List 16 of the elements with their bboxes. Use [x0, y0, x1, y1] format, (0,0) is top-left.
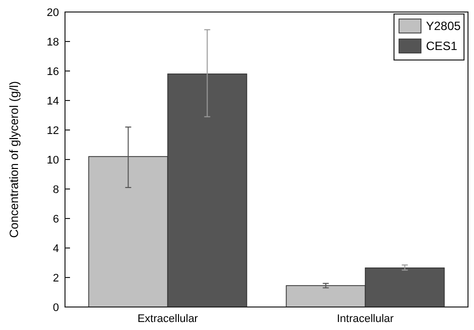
y-tick-label: 8	[52, 184, 59, 196]
y-tick-label: 16	[46, 66, 59, 78]
legend-label: CES1	[426, 39, 458, 54]
y-tick-label: 2	[52, 272, 59, 284]
y-tick-label: 12	[46, 124, 59, 137]
y-tick-label: 0	[52, 302, 59, 314]
y-tick-label: 20	[46, 6, 59, 19]
y-tick-label: 6	[52, 213, 59, 226]
x-tick-label: Extracellular	[137, 313, 198, 325]
y-tick-label: 14	[46, 95, 59, 108]
y-tick-label: 10	[46, 154, 59, 166]
x-tick-label: Intracellular	[336, 313, 394, 325]
y-tick-label: 18	[46, 36, 59, 48]
y-tick-label: 4	[52, 242, 59, 255]
y-axis-title: Concentration of glycerol (g/l)	[7, 81, 21, 238]
legend-label: Y2805	[426, 19, 462, 34]
